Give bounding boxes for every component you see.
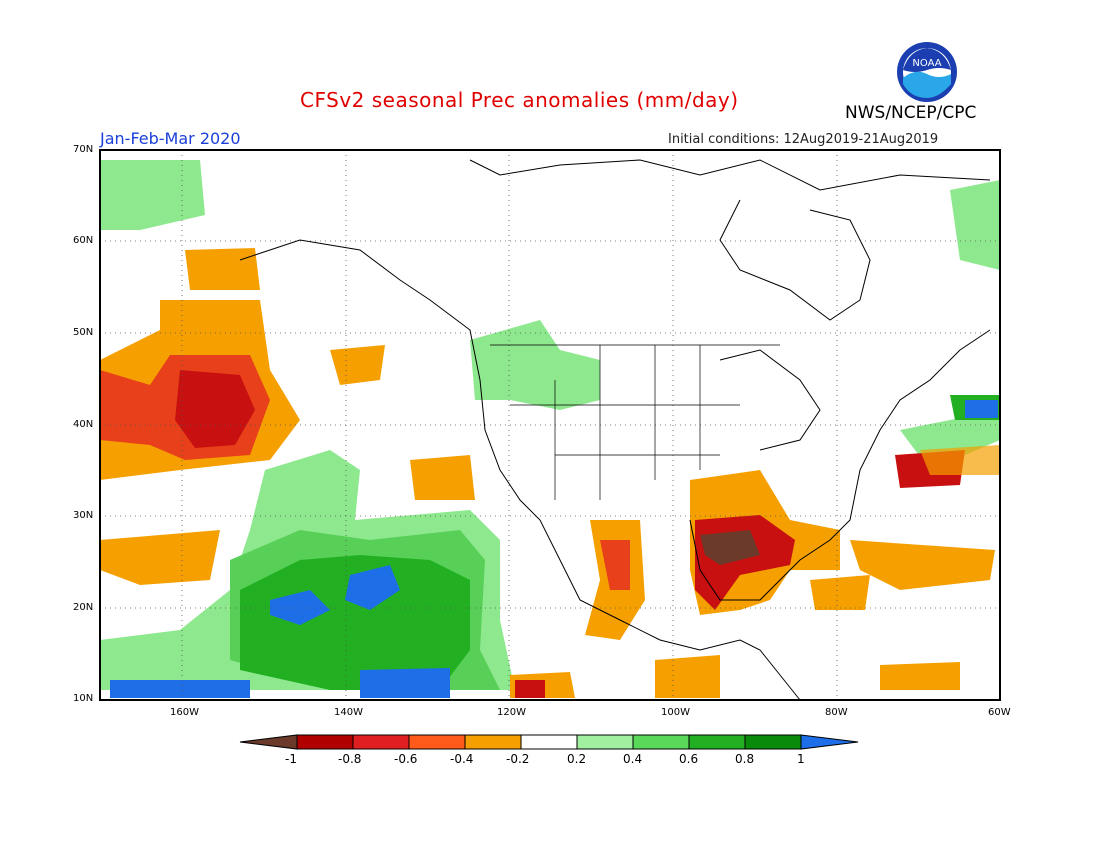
lon-label: 140W — [334, 707, 363, 718]
colorbar-label: -0.2 — [506, 752, 530, 766]
colorbar-label: -0.8 — [338, 752, 362, 766]
colorbar-label: 1 — [797, 752, 805, 766]
colorbar-label: -0.4 — [450, 752, 474, 766]
colorbar-label: 0.6 — [679, 752, 699, 766]
initial-conditions-label: Initial conditions: 12Aug2019-21Aug2019 — [668, 132, 939, 147]
lon-label: 60W — [988, 707, 1011, 718]
season-label: Jan-Feb-Mar 2020 — [100, 129, 241, 148]
gridlines — [100, 150, 1000, 700]
colorbar-right-arrow — [800, 734, 859, 750]
colorbar-swatch — [632, 734, 690, 750]
lat-label: 20N — [73, 602, 94, 613]
lon-label: 100W — [661, 707, 690, 718]
lat-label: 60N — [73, 235, 94, 246]
colorbar-swatch — [520, 734, 578, 750]
colorbar-swatch — [688, 734, 746, 750]
colorbar-swatch — [352, 734, 410, 750]
colorbar-label: -1 — [285, 752, 297, 766]
map-title: CFSv2 seasonal Prec anomalies (mm/day) — [300, 88, 739, 112]
lat-label: 10N — [73, 693, 94, 704]
lat-label: 70N — [73, 144, 94, 155]
lon-label: 80W — [825, 707, 848, 718]
colorbar-label: 0.2 — [567, 752, 587, 766]
colorbar — [239, 734, 859, 750]
svg-text:NOAA: NOAA — [912, 58, 941, 69]
noaa-logo: NOAA — [897, 42, 957, 102]
colorbar-swatch — [408, 734, 466, 750]
lon-label: 160W — [170, 707, 199, 718]
colorbar-left-arrow — [239, 734, 298, 750]
agency-label: NWS/NCEP/CPC — [845, 103, 977, 123]
colorbar-label: -0.6 — [394, 752, 418, 766]
anomaly-regions — [100, 160, 1000, 698]
state-borders — [490, 344, 780, 500]
colorbar-label: 0.4 — [623, 752, 643, 766]
colorbar-swatch — [464, 734, 522, 750]
colorbar-swatch — [576, 734, 634, 750]
colorbar-swatch — [744, 734, 802, 750]
lon-label: 120W — [497, 707, 526, 718]
coastlines — [239, 159, 991, 701]
colorbar-swatch — [296, 734, 354, 750]
colorbar-label: 0.8 — [735, 752, 755, 766]
lat-label: 40N — [73, 419, 94, 430]
lat-label: 50N — [73, 327, 94, 338]
lat-label: 30N — [73, 510, 94, 521]
